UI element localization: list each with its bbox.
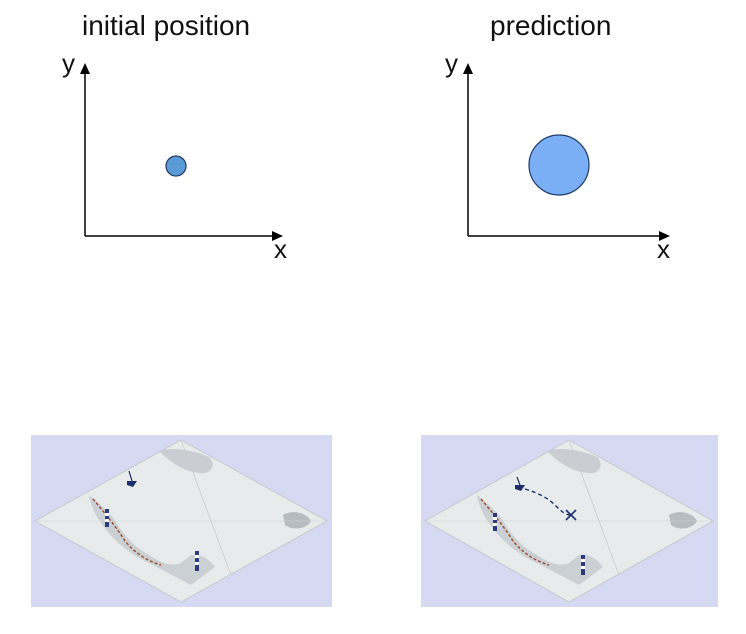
initial-position-map — [31, 435, 332, 607]
prediction-map — [421, 435, 718, 607]
coastline — [89, 495, 215, 585]
cross-marker-icon — [565, 509, 577, 521]
ship-icon — [515, 476, 525, 491]
grid-line — [180, 439, 232, 576]
north-coast — [159, 449, 213, 474]
right-x-arrowhead — [659, 231, 670, 241]
initial-position-title: initial position — [82, 10, 251, 41]
right-x-label: x — [657, 234, 670, 264]
lighthouse-icon — [581, 555, 585, 575]
initial-position-estimate — [165, 155, 187, 177]
north-coast — [547, 449, 601, 474]
axes-diagrams: y x y x — [62, 48, 670, 264]
left-y-arrowhead — [80, 63, 90, 74]
left-x-arrowhead — [272, 231, 283, 241]
coastline — [477, 495, 603, 585]
left-y-label: y — [62, 48, 75, 78]
coast-detail — [92, 498, 162, 566]
left-x-label: x — [274, 234, 287, 264]
grid-line — [568, 439, 620, 576]
island — [283, 512, 311, 529]
ship-icon — [127, 470, 137, 487]
lighthouse-icon — [105, 509, 109, 527]
lighthouse-icon — [493, 513, 497, 531]
right-y-label: y — [445, 48, 458, 78]
island — [669, 512, 697, 529]
lighthouse-icon — [195, 551, 199, 571]
left-axes: y x — [62, 48, 287, 264]
prediction-title: prediction — [490, 10, 612, 41]
prediction-estimate — [528, 134, 590, 196]
right-axes: y x — [445, 48, 670, 264]
right-y-arrowhead — [463, 63, 473, 74]
coast-detail — [480, 498, 550, 566]
